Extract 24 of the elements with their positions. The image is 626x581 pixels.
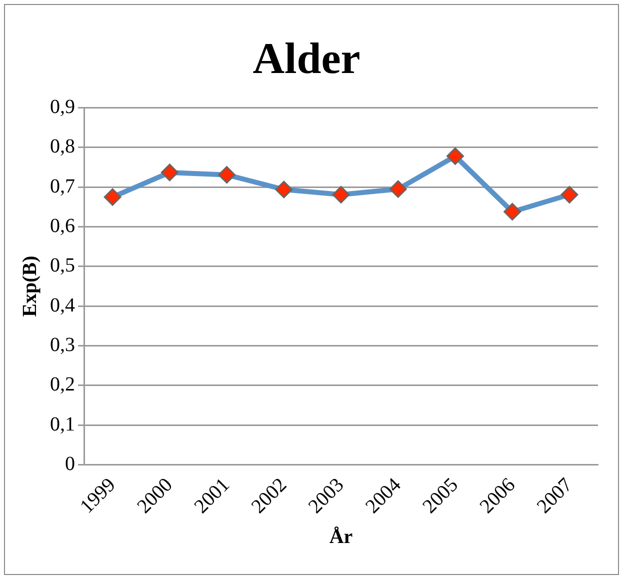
point <box>218 166 236 184</box>
x-tick-label: 1999 <box>76 474 120 518</box>
x-axis-title: År <box>329 526 353 548</box>
y-tick-label: 0,5 <box>50 254 75 277</box>
y-tick-label: 0,8 <box>50 136 75 158</box>
x-tick-label: 2001 <box>190 474 234 518</box>
y-tick-label: 0,6 <box>50 215 75 238</box>
point <box>160 164 178 182</box>
chart-title: Alder <box>252 34 360 83</box>
y-tick-label: 0,1 <box>50 413 75 436</box>
point <box>104 188 122 206</box>
y-tick-label: 0 <box>65 452 75 475</box>
point <box>446 147 464 165</box>
point <box>560 186 578 204</box>
y-tick-label: 0,4 <box>50 294 75 316</box>
point <box>275 180 293 198</box>
y-tick-label: 0,3 <box>50 334 75 356</box>
y-tick-label: 0,9 <box>50 96 75 118</box>
y-tick-label: 0,2 <box>50 374 75 396</box>
point <box>389 180 407 198</box>
y-tick-label: 0,7 <box>50 175 75 198</box>
point <box>504 202 522 220</box>
y-axis-title: Exp(B) <box>19 256 42 317</box>
point <box>332 186 350 204</box>
